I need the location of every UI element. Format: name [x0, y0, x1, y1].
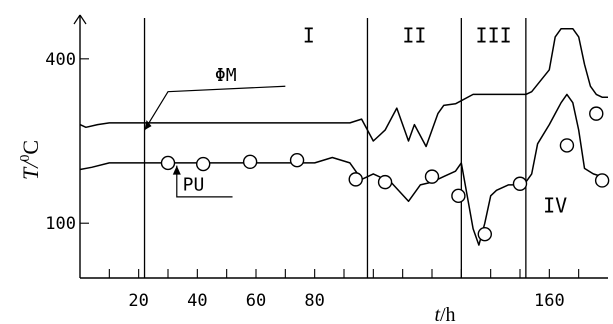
series-line-phim: [79, 27, 608, 148]
x-tick-label: 40: [187, 291, 207, 311]
pu-data-point: [348, 172, 363, 187]
pu-data-point: [512, 176, 528, 191]
y-axis-label-main: T/: [18, 160, 43, 180]
axis-ticks: 20 40 60 80 160 100 400: [45, 50, 580, 311]
phim-leader-line: [144, 85, 286, 131]
x-axis-label-unit: /h: [440, 304, 456, 324]
y-axis-label-unit: C: [18, 140, 43, 155]
y-tick-label: 400: [45, 50, 76, 70]
y-axis-arrow-right: [79, 14, 87, 25]
pu-leader-line: [176, 165, 233, 198]
region-label-3: III: [476, 23, 512, 47]
x-axis-label: t/h: [434, 304, 455, 324]
pu-data-point: [160, 155, 176, 171]
pu-data-point: [559, 138, 575, 153]
phim-leader-arrowhead: [144, 120, 152, 131]
pu-data-point: [289, 152, 305, 168]
series-line-pu: [79, 93, 608, 246]
region-label-2: II: [402, 23, 426, 47]
pu-data-point: [451, 188, 466, 204]
x-tick-label: 160: [534, 291, 565, 311]
pu-data-point: [424, 169, 440, 184]
series-label-pu: PU: [183, 174, 205, 195]
y-tick-label: 100: [45, 214, 76, 234]
x-axis-label-main: t: [434, 304, 440, 324]
markers-layer: [160, 106, 610, 242]
pu-data-point: [589, 106, 604, 121]
labels-layer: ΦM PU: [144, 65, 286, 198]
pu-data-point: [594, 173, 610, 188]
pu-data-point: [242, 154, 258, 170]
series-layer: [79, 27, 608, 246]
x-tick-label: 80: [304, 291, 324, 311]
axes: [73, 14, 608, 279]
y-axis-label: T/0C: [18, 140, 43, 180]
svg-text:T/0C: T/0C: [18, 140, 43, 180]
y-axis-arrow-left: [73, 14, 81, 25]
series-label-phim: ΦM: [215, 65, 237, 86]
region-label-4: IV: [543, 193, 567, 217]
x-tick-label: 20: [128, 291, 148, 311]
pu-data-point: [477, 226, 492, 242]
pu-data-point: [377, 174, 393, 190]
x-tick-label: 60: [246, 291, 266, 311]
pu-leader-arrowhead: [172, 165, 181, 175]
y-axis-label-sup: 0: [18, 155, 33, 162]
region-label-1: I: [303, 23, 315, 47]
pu-data-point: [195, 156, 211, 172]
